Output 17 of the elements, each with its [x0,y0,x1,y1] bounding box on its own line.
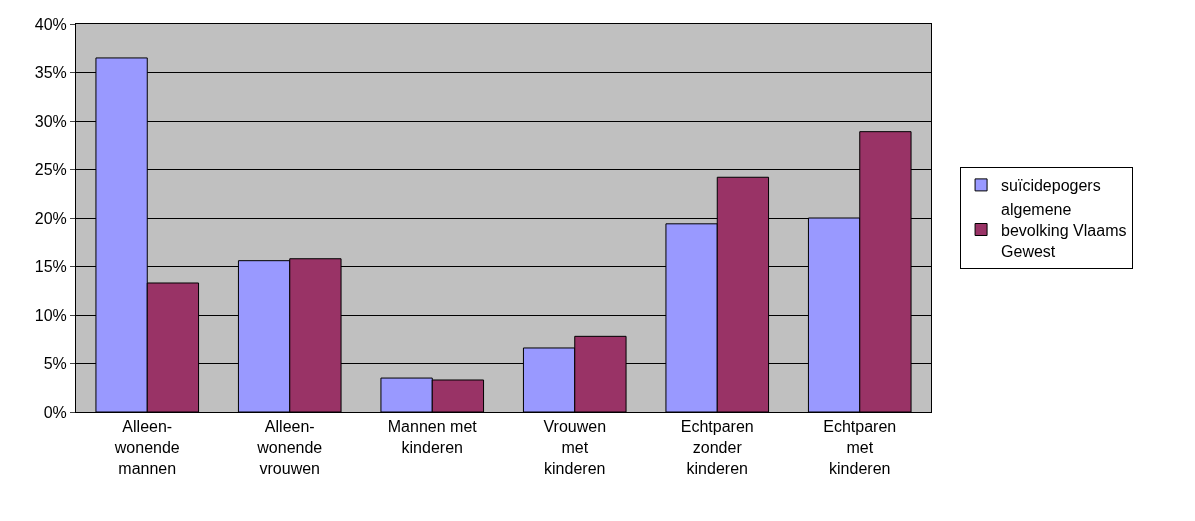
legend-label: suïcidepogers [1001,177,1101,195]
y-tick-label: 30% [34,112,67,130]
legend-label: algemene bevolking Vlaams Gewest [1001,200,1127,260]
x-tick-label: Alleen- wonende vrouwen [256,418,323,477]
y-tick-label: 25% [34,161,67,179]
y-tick-label: 35% [34,64,67,82]
x-tick-label: Vrouwen met kinderen [543,418,607,477]
y-tick-label: 5% [43,355,67,373]
y-tick-label: 15% [34,258,67,276]
y-tick-label: 0% [43,403,67,421]
x-tick-label: Mannen met kinderen [387,418,478,456]
x-tick-label: Echtparen met kinderen [823,418,897,477]
y-tick-label: 40% [34,15,67,33]
x-tick-label: Alleen- wonende mannen [113,418,180,477]
y-tick-label: 10% [34,306,67,324]
x-tick-label: Echtparen zonder kinderen [680,418,754,477]
y-tick-label: 20% [34,209,67,227]
